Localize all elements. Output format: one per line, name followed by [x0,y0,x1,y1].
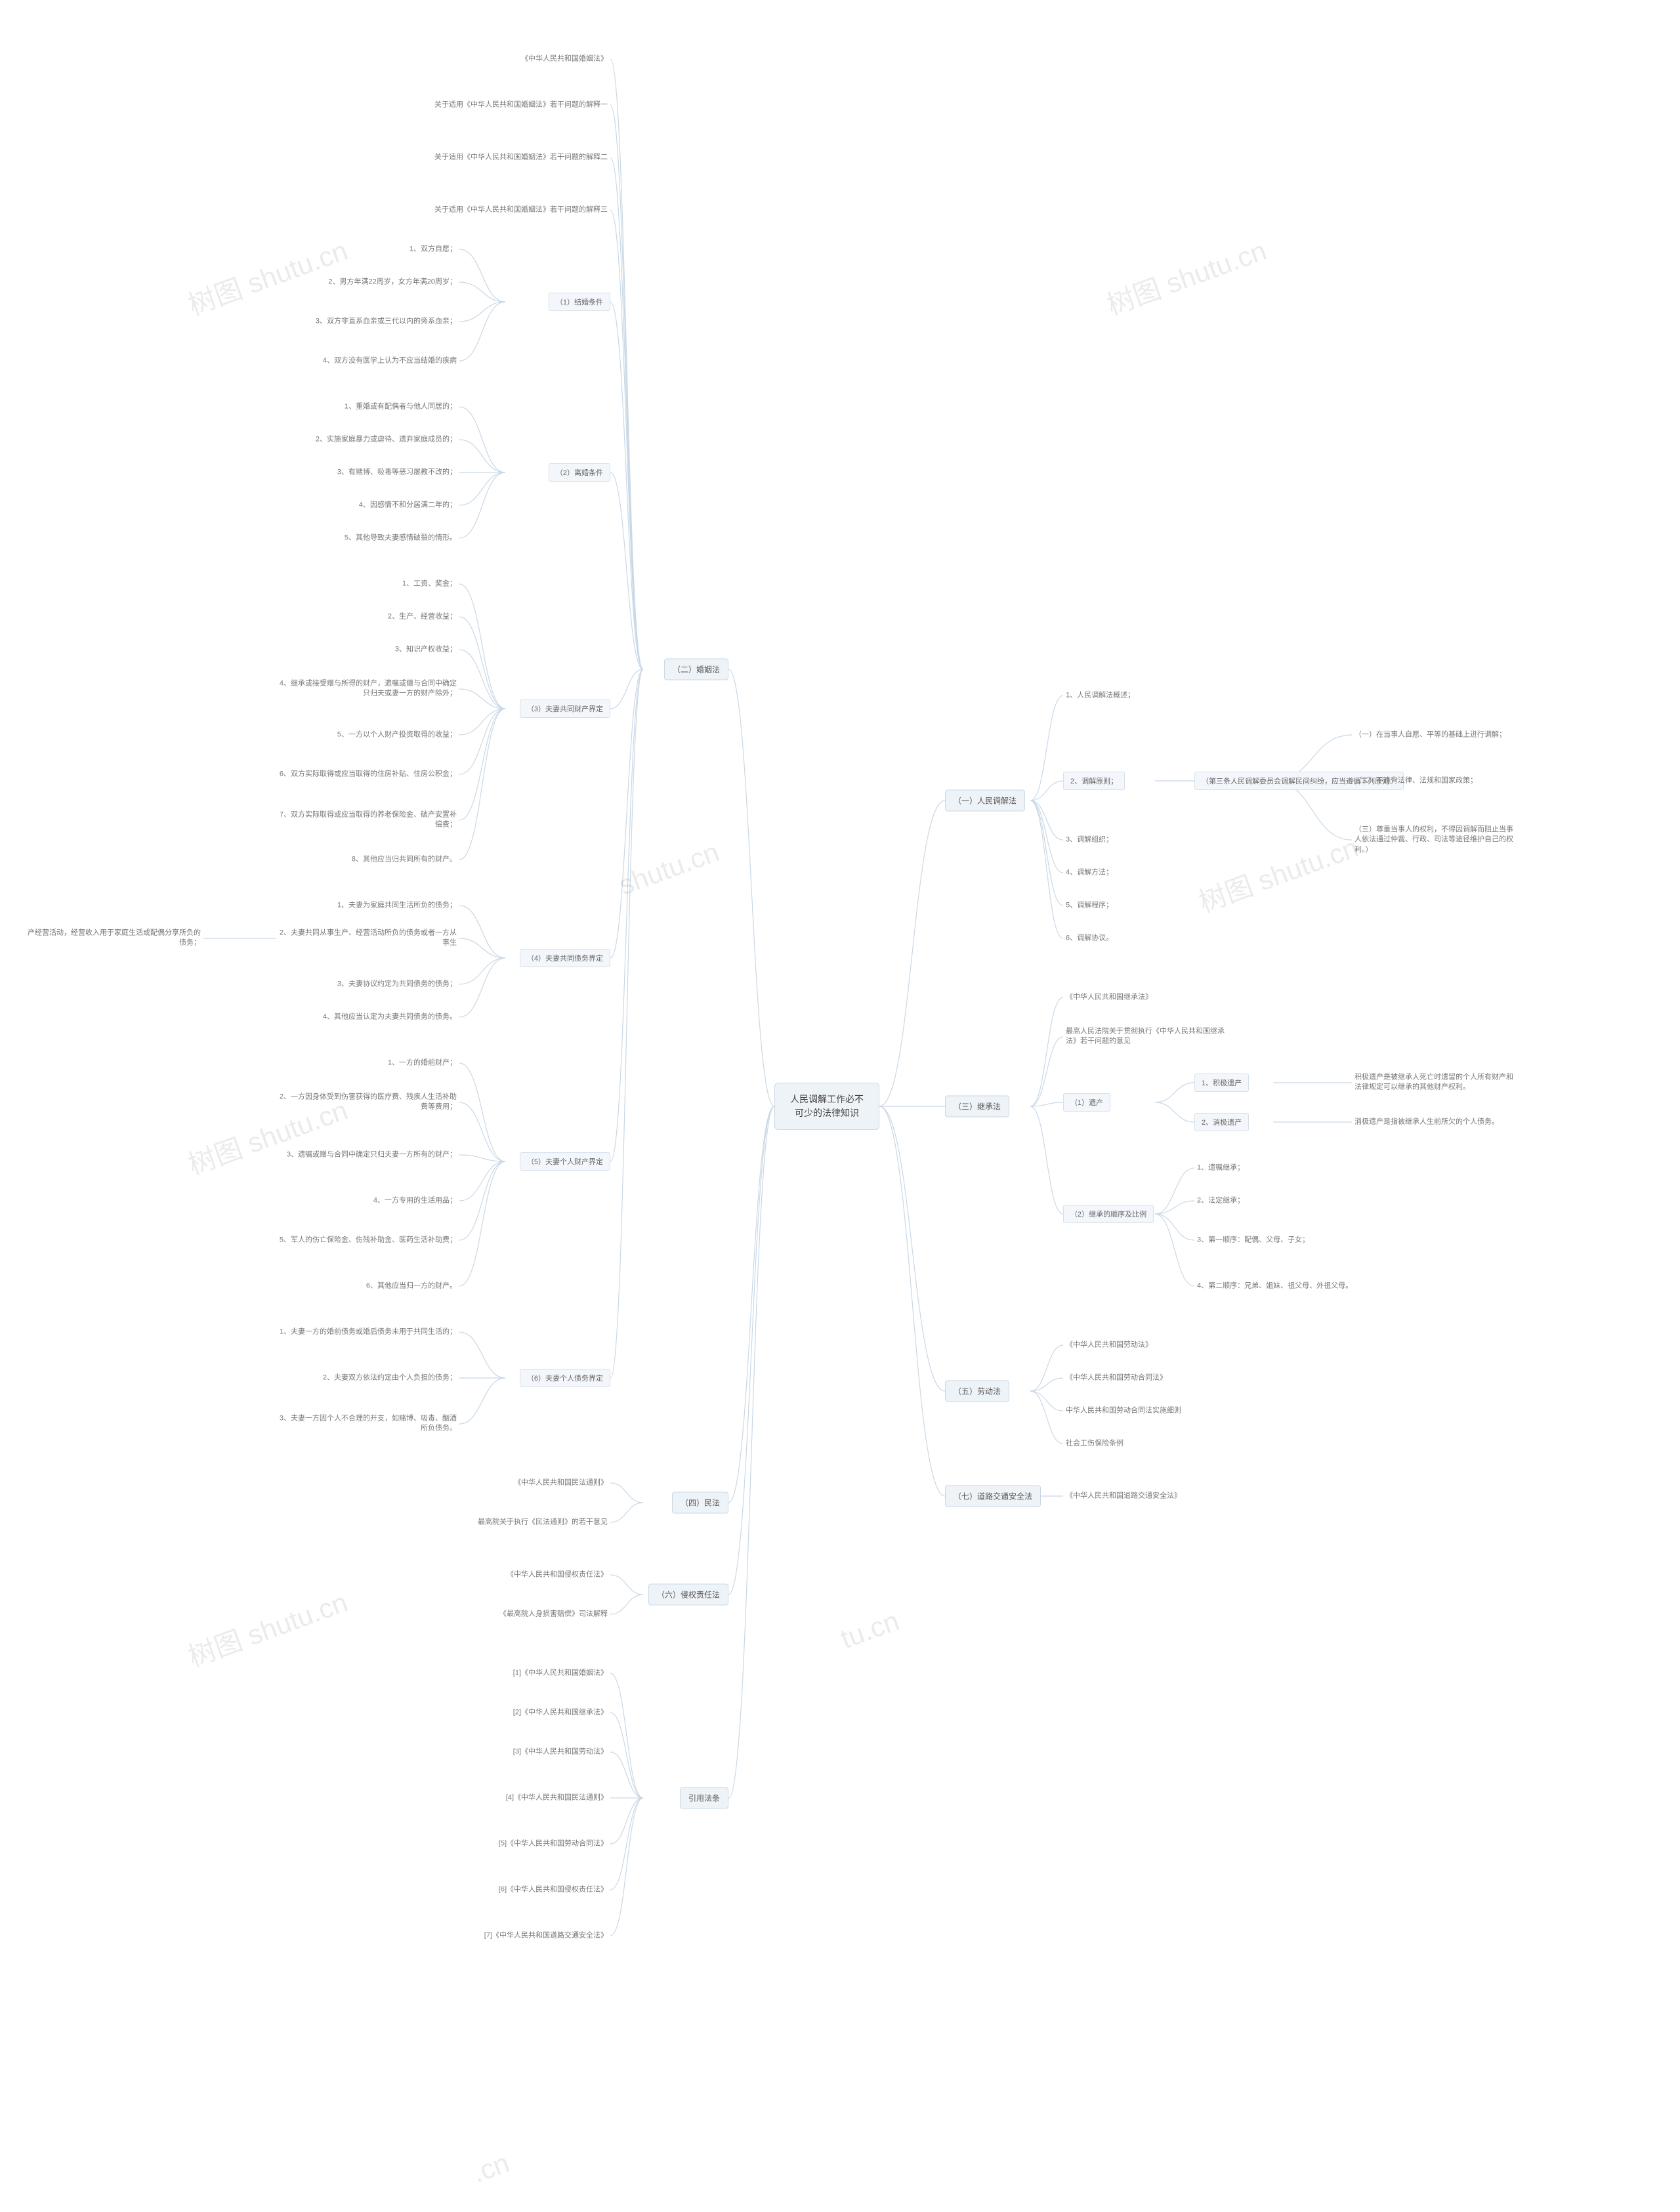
sub-left: （4）夫妻共同债务界定 [520,949,610,967]
leaf-left: 6、其他应当归一方的财产。 [364,1280,459,1292]
leaf-left: [2]《中华人民共和国继承法》 [511,1706,610,1719]
leaf-left: 2、夫妻双方依法约定由个人负担的债务； [320,1371,459,1384]
leaf-right: 6、调解协议。 [1063,932,1116,944]
leaf-left: 最高院关于执行《民法通则》的若干意见 [475,1516,610,1528]
leaf-left: 1、双方自愿； [407,243,459,255]
sub-right: （2）继承的顺序及比例 [1063,1205,1154,1223]
leaf-left: 5、其他导致夫妻感情破裂的情形。 [342,532,459,544]
leaf-right: 《中华人民共和国劳动合同法》 [1063,1371,1169,1384]
leaf-left: 2、实施家庭暴力或虐待、遗弃家庭成员的； [313,433,459,446]
watermark: shutu.cn [615,836,724,901]
leaf-left: 5、军人的伤亡保险金、伤残补助金、医药生活补助费； [277,1234,459,1246]
branch-left: （四）民法 [672,1492,728,1514]
leaf-left: 《最高院人身损害赔偿》司法解释 [497,1608,610,1620]
sub-left: （5）夫妻个人财产界定 [520,1152,610,1171]
sub-left: （2）离婚条件 [549,463,610,482]
leaf-left: 4、一方专用的生活用品； [371,1194,459,1207]
leaf-left: 1、重婚或有配偶者与他人同居的； [342,400,459,413]
watermark: 树图 shutu.cn [1192,825,1363,920]
leaf-left: 6、双方实际取得或应当取得的住房补贴、住房公积金； [277,768,459,780]
sub-left: （3）夫妻共同财产界定 [520,699,610,718]
leaf-left: 2、夫妻共同从事生产、经营活动所负的债务或者一方从事生 [276,927,459,950]
leaf-left: 3、夫妻协议约定为共同债务的债务； [335,978,459,990]
leaf-left: [4]《中华人民共和国民法通则》 [503,1791,610,1804]
leaf-right: （三）尊重当事人的权利，不得因调解而阻止当事人依法通过仲裁、行政、司法等途径维护… [1352,824,1522,856]
branch-right: （一）人民调解法 [945,790,1025,812]
leaf-left: 4、其他应当认定为夫妻共同债务的债务。 [320,1011,459,1023]
leaf-right: 最高人民法院关于贯彻执行《中华人民共和国继承法》若干问题的意见 [1063,1026,1234,1049]
leaf-left: [7]《中华人民共和国道路交通安全法》 [482,1929,610,1942]
leaf-right: 3、调解组织； [1063,833,1116,846]
leaf-left: 5、一方以个人财产投资取得的收益； [335,728,459,741]
leaf-left: 3、双方非直系血亲或三代以内的旁系血亲； [313,315,459,327]
watermark: 树图 shutu.cn [182,1580,352,1675]
leaf-left: 2、男方年满22周岁，女方年满20周岁； [326,276,459,288]
branch-right: （五）劳动法 [945,1381,1009,1402]
leaf-right: 中华人民共和国劳动合同法实施细则 [1063,1404,1184,1417]
leaf-left: 4、继承或接受赠与所得的财产，遗嘱或赠与合同中确定只归夫或妻一方的财产除外； [276,678,459,701]
leaf-right: 消极遗产是指被继承人生前所欠的个人债务。 [1352,1116,1502,1128]
leaf-left: 1、一方的婚前财产； [385,1056,459,1069]
leaf-left: 关于适用《中华人民共和国婚姻法》若干问题的解释三 [432,203,610,216]
sub-left: （1）结婚条件 [549,293,610,311]
branch-left: （六）侵权责任法 [648,1584,728,1606]
watermark: 树图 shutu.cn [1101,228,1271,323]
leaf-left: 3、有赌博、吸毒等恶习屡教不改的； [335,466,459,478]
leaf-left: 8、其他应当归共同所有的财产。 [349,853,459,866]
leaf-left: 1、夫妻为家庭共同生活所负的债务； [335,899,459,911]
watermark: .cn [468,2147,513,2189]
branch-left: 引用法条 [680,1787,728,1809]
leaf-left: 4、因感情不和分居满二年的； [356,499,459,511]
leaf-left: [5]《中华人民共和国劳动合同法》 [496,1837,610,1850]
leaf-right: 4、第二顺序：兄弟、姐妹、祖父母、外祖父母。 [1194,1280,1355,1292]
leaf-left: 1、夫妻一方的婚前债务或婚后债务未用于共同生活的； [277,1325,459,1338]
branch-right: （三）继承法 [945,1096,1009,1117]
watermark: tu.cn [837,1605,904,1655]
leaf-left-extra: 产经营活动，经营收入用于家庭生活或配偶分享所负的债务； [20,927,203,950]
leaf-left: 3、知识产权收益； [392,643,459,656]
leaf-left: 关于适用《中华人民共和国婚姻法》若干问题的解释一 [432,98,610,111]
leaf-right: 4、调解方法； [1063,866,1116,879]
leaf-left: [3]《中华人民共和国劳动法》 [511,1745,610,1758]
leaf-right: 2、法定继承； [1194,1194,1247,1207]
leaf-left: [1]《中华人民共和国婚姻法》 [511,1667,610,1679]
leaf-right: 《中华人民共和国道路交通安全法》 [1063,1490,1184,1502]
leaf-right: 《中华人民共和国劳动法》 [1063,1339,1155,1351]
leaf-left: 2、生产、经营收益； [385,610,459,623]
leaf-right: 1、人民调解法概述； [1063,689,1137,701]
leaf-right: 社会工伤保险条例 [1063,1437,1126,1450]
leaf-right: 5、调解程序； [1063,899,1116,911]
leaf-right: 3、第一顺序：配偶、父母、子女； [1194,1234,1312,1246]
sub2-right: 2、消极遗产 [1194,1113,1249,1131]
root-node: 人民调解工作必不可少的法律知识 [774,1083,879,1130]
leaf-left: 4、双方没有医学上认为不应当结婚的疾病 [320,354,459,367]
leaf-left: 1、工资、奖金； [400,577,459,590]
leaf-right: 积极遗产是被继承人死亡时遗留的个人所有财产和法律规定可以继承的其他财产权利。 [1352,1072,1522,1095]
leaf-left: 2、一方因身体受到伤害获得的医疗费、残疾人生活补助费等费用； [276,1091,459,1114]
branch-right: （七）道路交通安全法 [945,1486,1041,1507]
sub-left: （6）夫妻个人债务界定 [520,1369,610,1387]
leaf-left: 《中华人民共和国民法通则》 [511,1476,610,1489]
leaf-left: 《中华人民共和国侵权责任法》 [504,1568,610,1581]
leaf-left: [6]《中华人民共和国侵权责任法》 [496,1883,610,1896]
leaf-left: 关于适用《中华人民共和国婚姻法》若干问题的解释二 [432,151,610,163]
branch-left: （二）婚姻法 [664,659,728,680]
leaf-right: （一）在当事人自愿、平等的基础上进行调解； [1352,728,1509,741]
leaf-left: 《中华人民共和国婚姻法》 [518,52,610,65]
leaf-left: 3、夫妻一方因个人不合理的开支，如赌博、吸毒、酗酒所负债务。 [276,1413,459,1436]
leaf-right: （二）不违背法律、法规和国家政策； [1352,774,1480,787]
sub2-right: 1、积极遗产 [1194,1074,1249,1092]
leaf-left: 7、双方实际取得或应当取得的养老保险金、破产安置补偿费； [276,809,459,832]
sub-right: 2、调解原则； [1063,772,1125,790]
sub-right: （1）遗产 [1063,1093,1110,1112]
leaf-right: 《中华人民共和国继承法》 [1063,991,1155,1003]
leaf-left: 3、遗嘱或赠与合同中确定只归夫妻一方所有的财产； [284,1148,459,1161]
leaf-right: 1、遗嘱继承； [1194,1161,1247,1174]
